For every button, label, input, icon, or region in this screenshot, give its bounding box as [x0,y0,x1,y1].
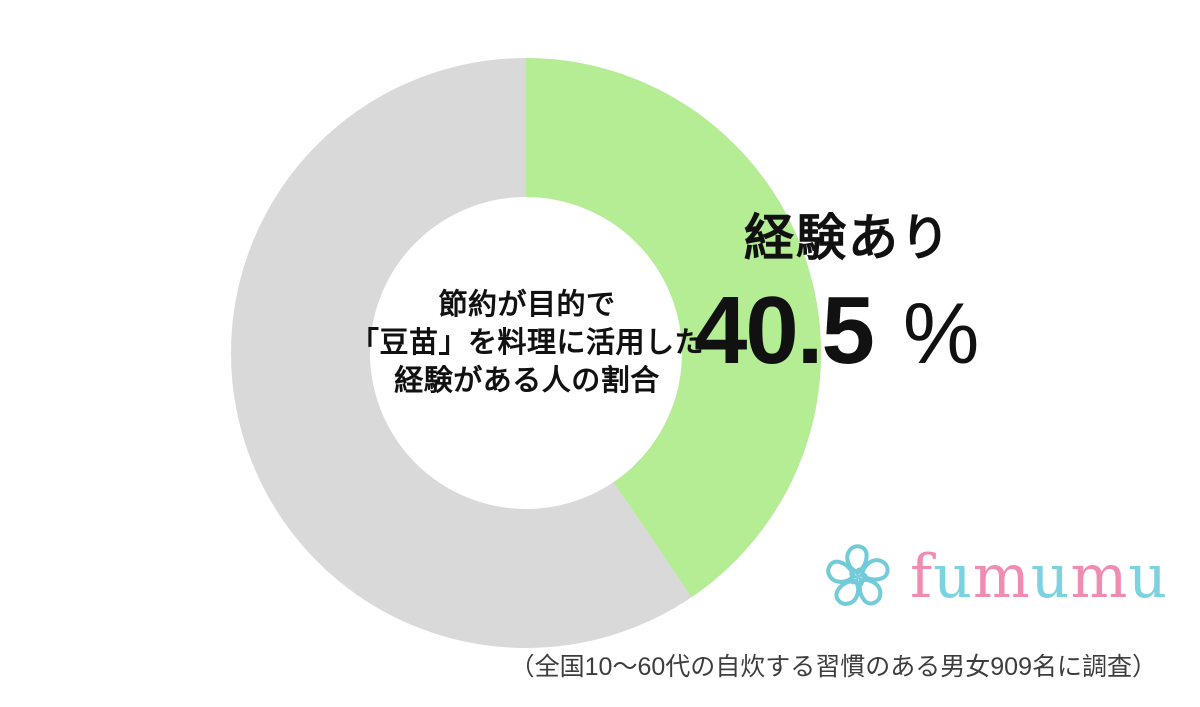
logo-letter: m [1070,542,1129,612]
slice-unit: % [902,286,980,382]
slice-value-row: 40.5 % [694,283,979,379]
fumumu-logo: fumumu [822,540,1168,614]
logo-letter: m [972,542,1031,612]
donut-chart [231,58,821,648]
center-label-line: 「豆苗」を料理に活用した [349,327,704,359]
logo-letter: u [1030,542,1071,612]
slice-value: 40.5 [694,277,875,384]
center-label-line: 経験がある人の割合 [394,365,660,397]
logo-letter: u [1128,542,1168,612]
center-label-line: 節約が目的で [438,289,616,321]
logo-letter: f [910,542,934,612]
logo-letter: u [933,542,973,612]
flower-icon [826,544,890,606]
logo-text: fumumu [910,547,1168,607]
donut-value-slice [231,58,821,648]
survey-footnote: （全国10〜60代の自炊する習慣のある男女909名に調査） [509,653,1157,681]
slice-label: 経験あり [744,210,952,266]
donut-center-label: 節約が目的で 「豆苗」を料理に活用した 経験がある人の割合 [327,286,727,400]
